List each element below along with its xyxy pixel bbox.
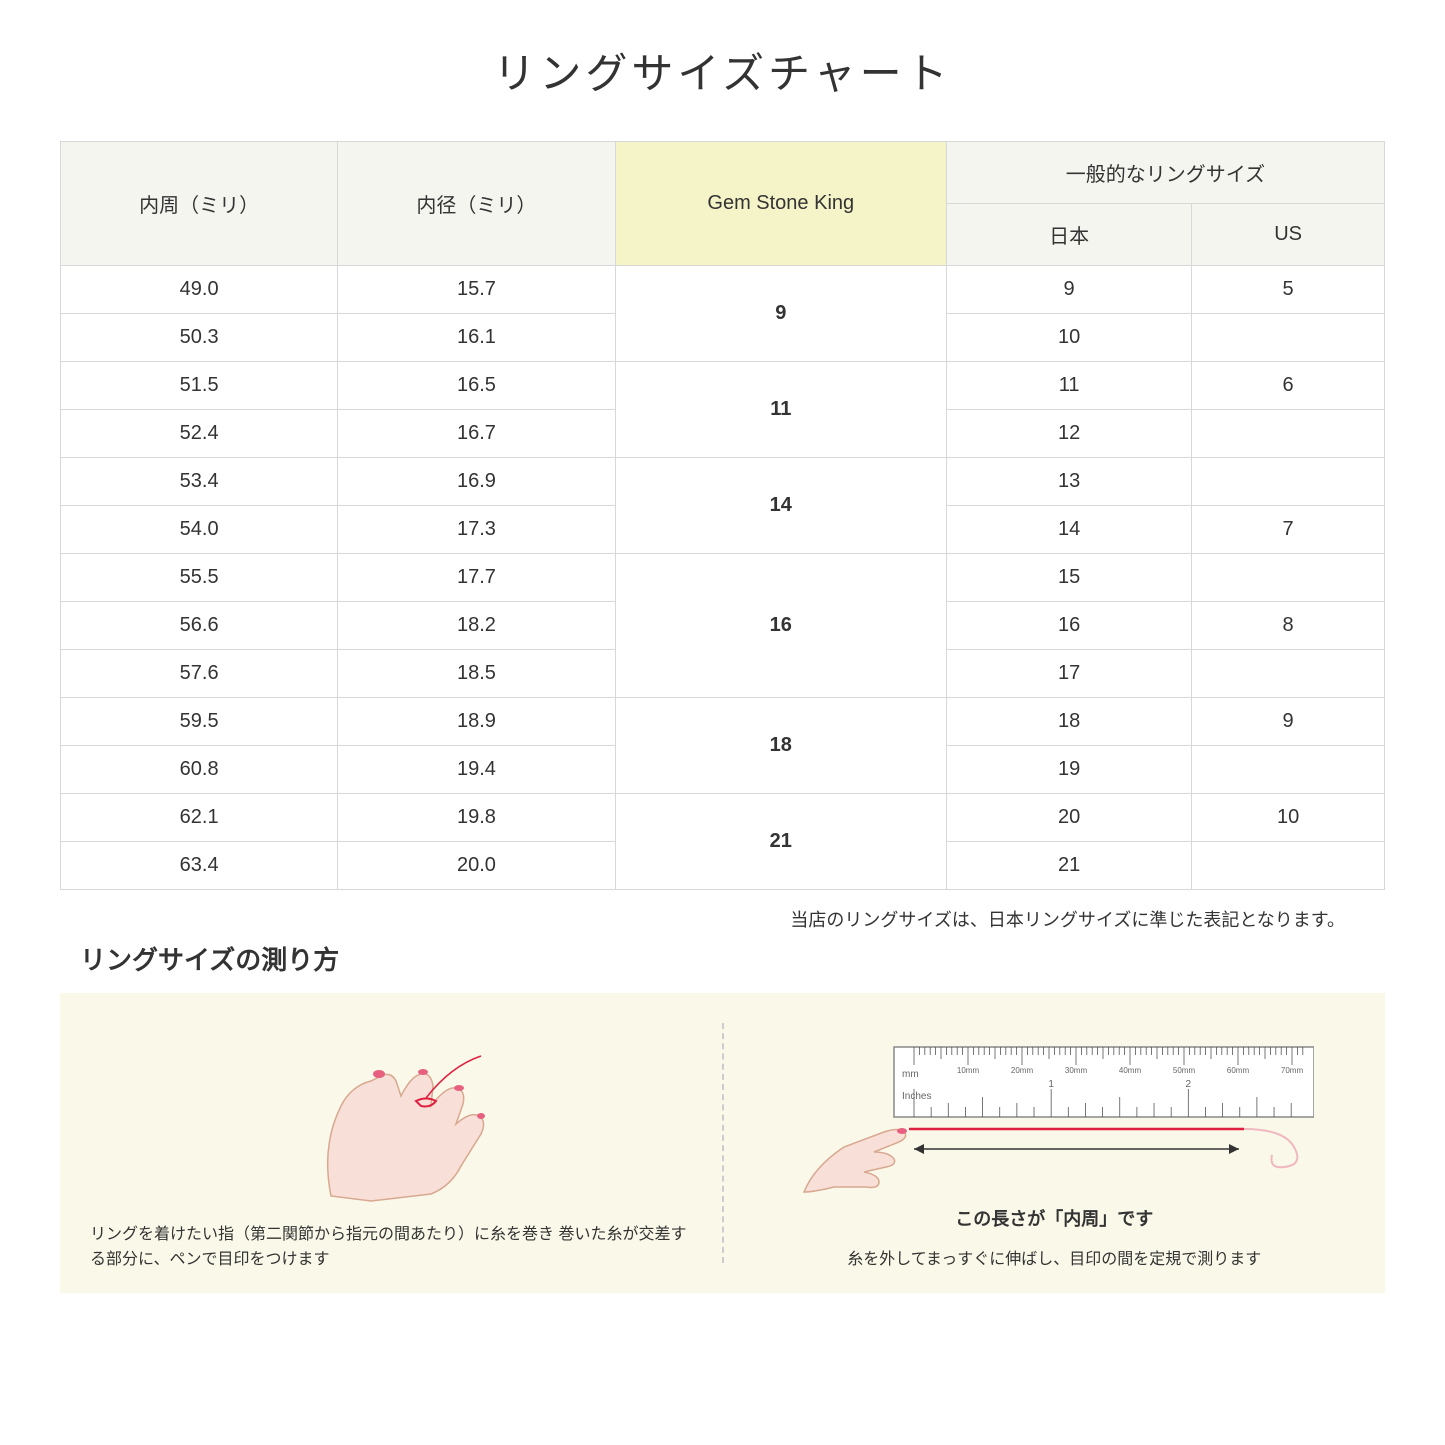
ruler-mm-mark: 20mm xyxy=(1011,1066,1034,1075)
cell-japan: 17 xyxy=(946,650,1191,698)
ruler-inches-label: Inches xyxy=(902,1091,931,1102)
cell-us xyxy=(1192,842,1385,890)
cell-circumference: 62.1 xyxy=(61,794,338,842)
cell-circumference: 55.5 xyxy=(61,554,338,602)
header-general: 一般的なリングサイズ xyxy=(946,142,1384,204)
cell-japan: 9 xyxy=(946,266,1191,314)
cell-circumference: 53.4 xyxy=(61,458,338,506)
ruler-mm-mark: 60mm xyxy=(1227,1066,1250,1075)
ruler-inch-mark: 2 xyxy=(1186,1079,1192,1090)
howto-step-1: リングを着けたい指（第二関節から指元の間あたり）に糸を巻き 巻いた糸が交差する部… xyxy=(60,993,722,1293)
ruler-illustration: 10mm 20mm 30mm 40mm 50mm 60mm 70mm 1 2 mm Inches xyxy=(794,1037,1314,1197)
cell-diameter: 19.8 xyxy=(338,794,615,842)
cell-us xyxy=(1192,554,1385,602)
table-row: 55.517.71615 xyxy=(61,554,1385,602)
cell-japan: 20 xyxy=(946,794,1191,842)
cell-us xyxy=(1192,746,1385,794)
cell-circumference: 63.4 xyxy=(61,842,338,890)
howto-step-2-text: 糸を外してまっすぐに伸ばし、目印の間を定規で測ります xyxy=(754,1247,1356,1273)
cell-us: 7 xyxy=(1192,506,1385,554)
cell-japan: 12 xyxy=(946,410,1191,458)
cell-us: 5 xyxy=(1192,266,1385,314)
cell-circumference: 49.0 xyxy=(61,266,338,314)
ruler-mm-mark: 10mm xyxy=(957,1066,980,1075)
footnote-text: 当店のリングサイズは、日本リングサイズに準じた表記となります。 xyxy=(60,906,1385,932)
cell-circumference: 54.0 xyxy=(61,506,338,554)
cell-circumference: 50.3 xyxy=(61,314,338,362)
header-japan: 日本 xyxy=(946,204,1191,266)
cell-diameter: 17.3 xyxy=(338,506,615,554)
howto-step-2: 10mm 20mm 30mm 40mm 50mm 60mm 70mm 1 2 mm Inches… xyxy=(724,993,1386,1293)
cell-japan: 10 xyxy=(946,314,1191,362)
cell-diameter: 19.4 xyxy=(338,746,615,794)
table-row: 53.416.91413 xyxy=(61,458,1385,506)
cell-circumference: 52.4 xyxy=(61,410,338,458)
howto-section: リングを着けたい指（第二関節から指元の間あたり）に糸を巻き 巻いた糸が交差する部… xyxy=(60,993,1385,1293)
cell-diameter: 16.5 xyxy=(338,362,615,410)
cell-japan: 18 xyxy=(946,698,1191,746)
cell-japan: 13 xyxy=(946,458,1191,506)
measure-length-label: この長さが「内周」です xyxy=(955,1205,1153,1231)
cell-us xyxy=(1192,458,1385,506)
cell-gsk: 21 xyxy=(615,794,946,890)
cell-japan: 11 xyxy=(946,362,1191,410)
cell-diameter: 20.0 xyxy=(338,842,615,890)
cell-us xyxy=(1192,410,1385,458)
cell-gsk: 9 xyxy=(615,266,946,362)
cell-diameter: 15.7 xyxy=(338,266,615,314)
cell-japan: 16 xyxy=(946,602,1191,650)
table-row: 62.119.8212010 xyxy=(61,794,1385,842)
cell-us xyxy=(1192,314,1385,362)
cell-us: 8 xyxy=(1192,602,1385,650)
cell-japan: 21 xyxy=(946,842,1191,890)
cell-diameter: 16.7 xyxy=(338,410,615,458)
cell-diameter: 18.9 xyxy=(338,698,615,746)
ruler-mm-mark: 30mm xyxy=(1065,1066,1088,1075)
header-gsk: Gem Stone King xyxy=(615,142,946,266)
ring-size-table: 内周（ミリ） 内径（ミリ） Gem Stone King 一般的なリングサイズ … xyxy=(60,141,1385,890)
cell-us: 9 xyxy=(1192,698,1385,746)
cell-us: 6 xyxy=(1192,362,1385,410)
cell-japan: 14 xyxy=(946,506,1191,554)
hand-wrap-illustration xyxy=(251,1046,531,1206)
ruler-inch-mark: 1 xyxy=(1049,1079,1055,1090)
cell-circumference: 51.5 xyxy=(61,362,338,410)
table-row: 59.518.918189 xyxy=(61,698,1385,746)
cell-circumference: 56.6 xyxy=(61,602,338,650)
howto-title: リングサイズの測り方 xyxy=(60,940,1385,977)
cell-us: 10 xyxy=(1192,794,1385,842)
cell-japan: 15 xyxy=(946,554,1191,602)
page-title: リングサイズチャート xyxy=(60,40,1385,101)
table-row: 51.516.511116 xyxy=(61,362,1385,410)
cell-gsk: 18 xyxy=(615,698,946,794)
ruler-mm-mark: 50mm xyxy=(1173,1066,1196,1075)
cell-circumference: 57.6 xyxy=(61,650,338,698)
header-diameter: 内径（ミリ） xyxy=(338,142,615,266)
cell-diameter: 18.2 xyxy=(338,602,615,650)
ruler-mm-mark: 40mm xyxy=(1119,1066,1142,1075)
table-row: 49.015.7995 xyxy=(61,266,1385,314)
cell-diameter: 17.7 xyxy=(338,554,615,602)
header-us: US xyxy=(1192,204,1385,266)
howto-step-1-text: リングを着けたい指（第二関節から指元の間あたり）に糸を巻き 巻いた糸が交差する部… xyxy=(90,1222,692,1273)
cell-diameter: 16.9 xyxy=(338,458,615,506)
cell-gsk: 16 xyxy=(615,554,946,698)
cell-japan: 19 xyxy=(946,746,1191,794)
cell-circumference: 59.5 xyxy=(61,698,338,746)
cell-circumference: 60.8 xyxy=(61,746,338,794)
header-circumference: 内周（ミリ） xyxy=(61,142,338,266)
cell-diameter: 16.1 xyxy=(338,314,615,362)
ruler-mm-mark: 70mm xyxy=(1281,1066,1304,1075)
cell-us xyxy=(1192,650,1385,698)
cell-diameter: 18.5 xyxy=(338,650,615,698)
ruler-mm-label: mm xyxy=(902,1069,919,1080)
cell-gsk: 11 xyxy=(615,362,946,458)
cell-gsk: 14 xyxy=(615,458,946,554)
